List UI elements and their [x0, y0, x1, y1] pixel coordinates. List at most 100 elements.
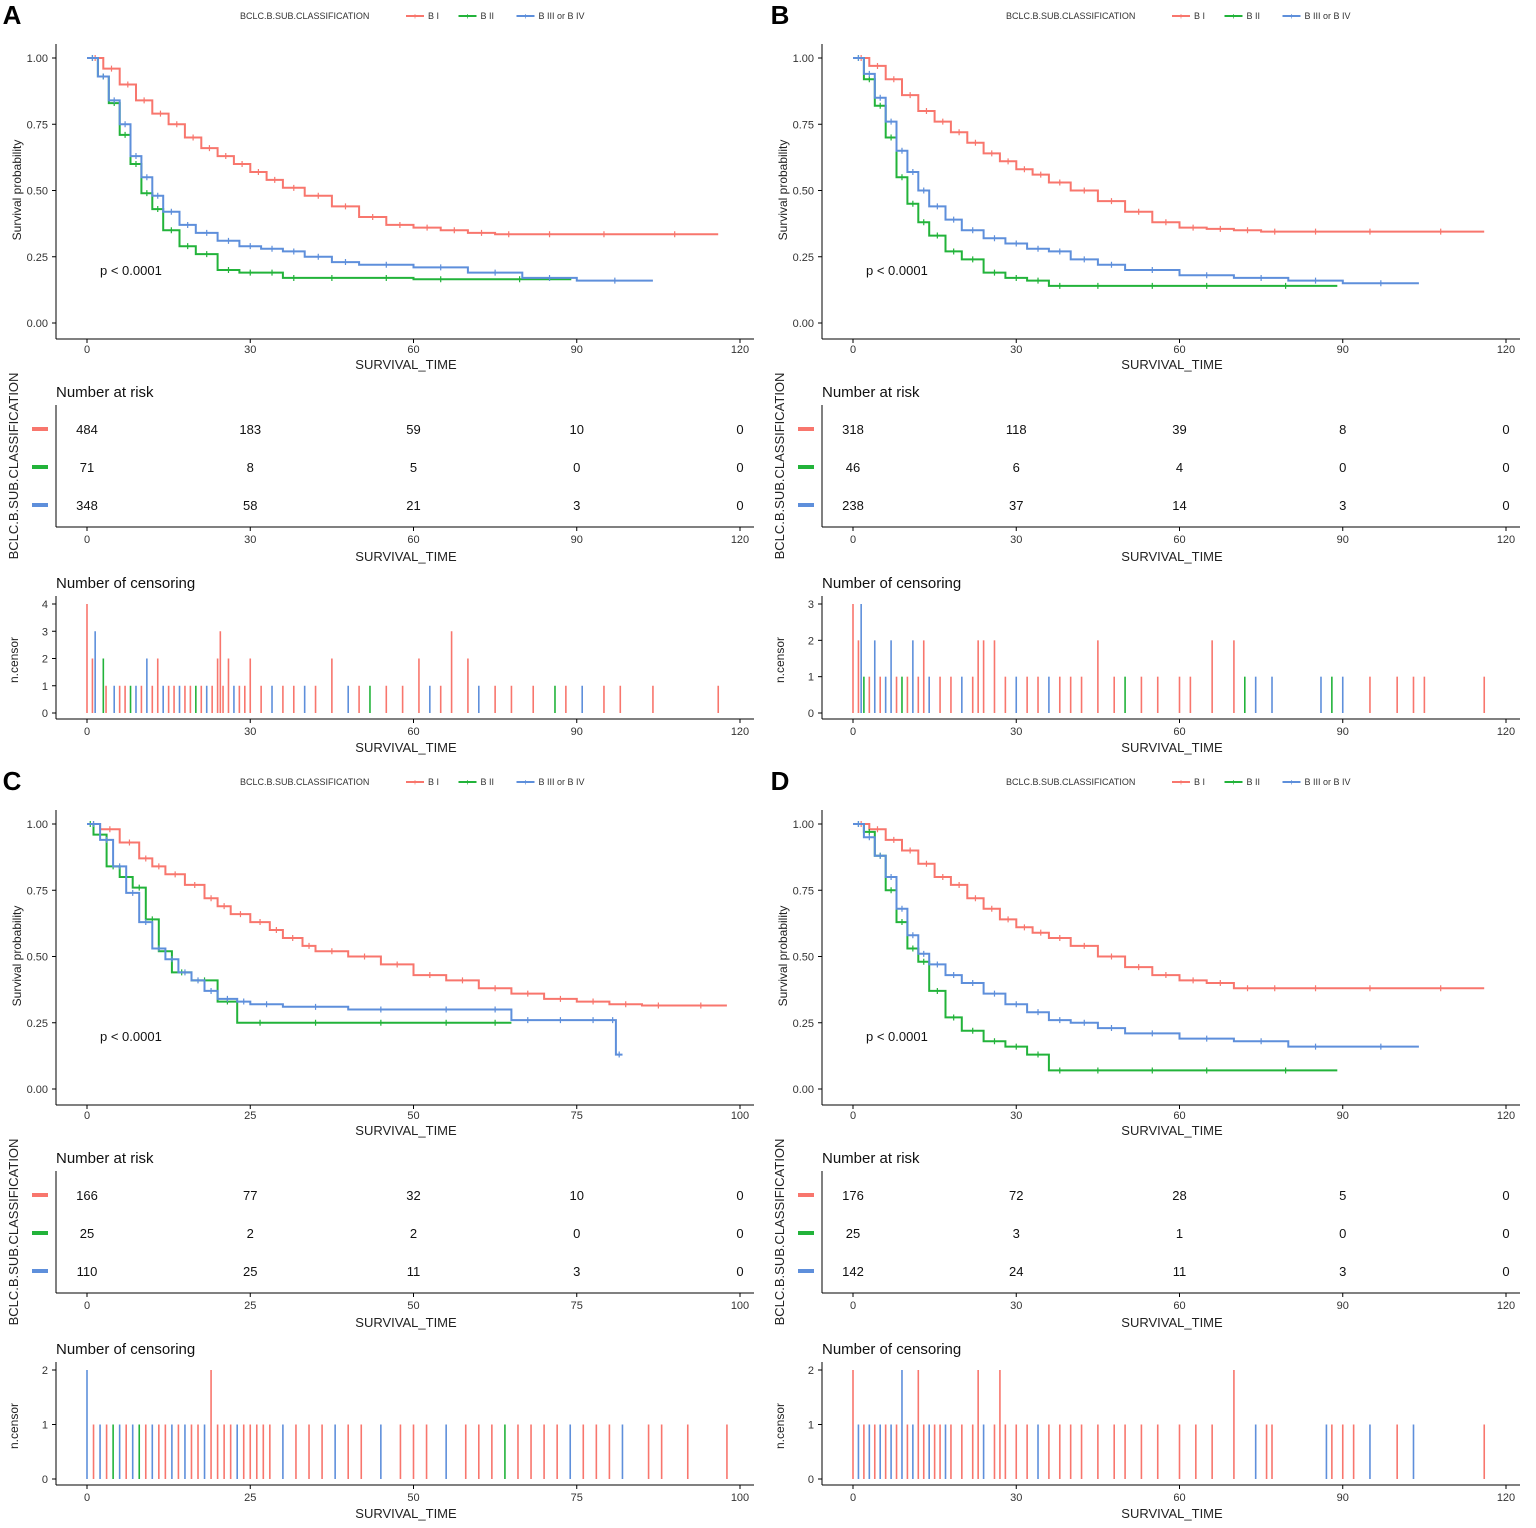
y-tick-label: 0.00	[793, 1084, 814, 1096]
censor-mark	[1312, 1043, 1319, 1050]
risk-value: 3	[573, 498, 580, 513]
censor-mark	[221, 903, 228, 910]
risk-x-tick-label: 120	[1497, 1300, 1515, 1312]
y-tick-label: 0.75	[793, 119, 814, 131]
y-tick-label: 0.75	[27, 885, 48, 897]
censor-mark	[108, 65, 115, 72]
censor-mark	[866, 70, 873, 77]
risk-value: 0	[1502, 460, 1509, 475]
censor-mark	[1312, 228, 1319, 235]
censor-mark	[1005, 158, 1012, 165]
censor-mark	[225, 267, 232, 273]
censor-mark	[315, 253, 322, 260]
censor-x-tick-label: 120	[1497, 1492, 1515, 1504]
censor-mark	[1258, 1038, 1265, 1045]
censor-mark	[516, 276, 523, 283]
risk-table-title: Number at risk	[822, 1150, 920, 1167]
risk-value: 118	[1006, 422, 1027, 437]
legend-key-plus: +	[412, 12, 417, 22]
censor-mark	[988, 905, 995, 912]
censor-y-axis-title: n.censor	[773, 637, 787, 683]
censor-mark	[459, 977, 466, 984]
censor-y-tick-label: 0	[808, 708, 814, 720]
censor-mark	[191, 881, 198, 888]
censor-mark	[172, 871, 179, 878]
censor-mark	[184, 221, 191, 228]
y-tick-label: 0.50	[27, 186, 48, 198]
y-tick-label: 0.00	[27, 318, 48, 330]
legend-label: B I	[428, 11, 439, 21]
censor-mark	[920, 187, 927, 194]
x-axis-title: SURVIVAL_TIME	[355, 1123, 457, 1138]
legend-key-plus: +	[1231, 778, 1236, 788]
x-axis-title: SURVIVAL_TIME	[1121, 357, 1223, 372]
censor-x-tick-label: 90	[1337, 726, 1349, 738]
risk-x-tick-label: 120	[731, 534, 749, 546]
censor-mark	[934, 961, 941, 968]
censor-mark	[1244, 985, 1251, 992]
censor-mark	[611, 277, 618, 284]
censor-x-tick-label: 25	[244, 1492, 256, 1504]
censor-mark	[190, 134, 197, 141]
censor-mark	[451, 227, 458, 234]
censor-mark	[342, 259, 349, 266]
panel-letter: A	[3, 0, 22, 30]
legend-label: B II	[481, 777, 495, 787]
risk-value: 59	[406, 422, 420, 437]
censor-mark	[1258, 274, 1265, 281]
censor-mark	[377, 1019, 384, 1026]
risk-value: 32	[406, 1188, 420, 1203]
censor-mark	[969, 980, 976, 986]
censor-x-axis-title: SURVIVAL_TIME	[1121, 740, 1223, 755]
risk-x-axis-title: SURVIVAL_TIME	[355, 1315, 457, 1330]
legend-key-plus: +	[523, 12, 528, 22]
y-tick-label: 0.50	[793, 186, 814, 198]
censor-mark	[866, 76, 873, 83]
survival-curve-b-iii-or-b-iv	[853, 823, 1419, 1048]
censor-mark	[136, 884, 143, 891]
censor-mark	[1035, 245, 1042, 252]
censor-mark	[225, 237, 232, 244]
legend-label: B I	[1194, 11, 1205, 21]
censor-x-tick-label: 90	[571, 726, 583, 738]
censor-mark	[237, 911, 244, 918]
risk-x-tick-label: 30	[1010, 1300, 1022, 1312]
p-value: p < 0.0001	[866, 263, 928, 278]
censor-mark	[312, 1003, 319, 1010]
censor-mark	[1035, 1051, 1042, 1058]
risk-x-tick-label: 60	[407, 534, 419, 546]
censor-mark	[247, 243, 254, 250]
risk-value: 0	[1502, 1188, 1509, 1203]
censor-mark	[437, 276, 444, 283]
risk-x-tick-label: 30	[1010, 534, 1022, 546]
censor-mark	[1013, 1001, 1020, 1008]
censor-mark	[126, 839, 133, 846]
censor-mark	[168, 208, 175, 215]
censor-mark	[492, 985, 499, 992]
legend-title: BCLC.B.SUB.CLASSIFICATION	[1006, 777, 1135, 787]
censor-mark	[195, 977, 202, 984]
censor-mark	[122, 121, 129, 128]
censor-mark	[890, 76, 897, 83]
censor-mark	[184, 243, 191, 250]
survival-curve-b-i	[87, 57, 719, 236]
censor-x-tick-label: 0	[84, 1492, 90, 1504]
censor-mark	[181, 969, 188, 976]
censor-mark	[505, 231, 512, 238]
panel-C: C BCLC.B.SUB.CLASSIFICATION + B I + B II + B II…	[3, 766, 754, 1521]
x-tick-label: 90	[1337, 344, 1349, 356]
censor-mark	[988, 150, 995, 157]
censor-mark	[478, 229, 485, 236]
y-tick-label: 1.00	[27, 819, 48, 831]
censor-mark	[203, 229, 210, 236]
censor-mark	[116, 863, 123, 870]
x-tick-label: 90	[1337, 1110, 1349, 1122]
censor-mark	[269, 245, 276, 252]
risk-value: 238	[842, 498, 864, 513]
risk-value: 71	[80, 460, 94, 475]
censor-mark	[142, 919, 149, 926]
censor-y-tick-label: 2	[42, 654, 48, 666]
censor-mark	[239, 161, 246, 167]
y-tick-label: 1.00	[27, 53, 48, 65]
censor-y-tick-label: 3	[42, 626, 48, 638]
